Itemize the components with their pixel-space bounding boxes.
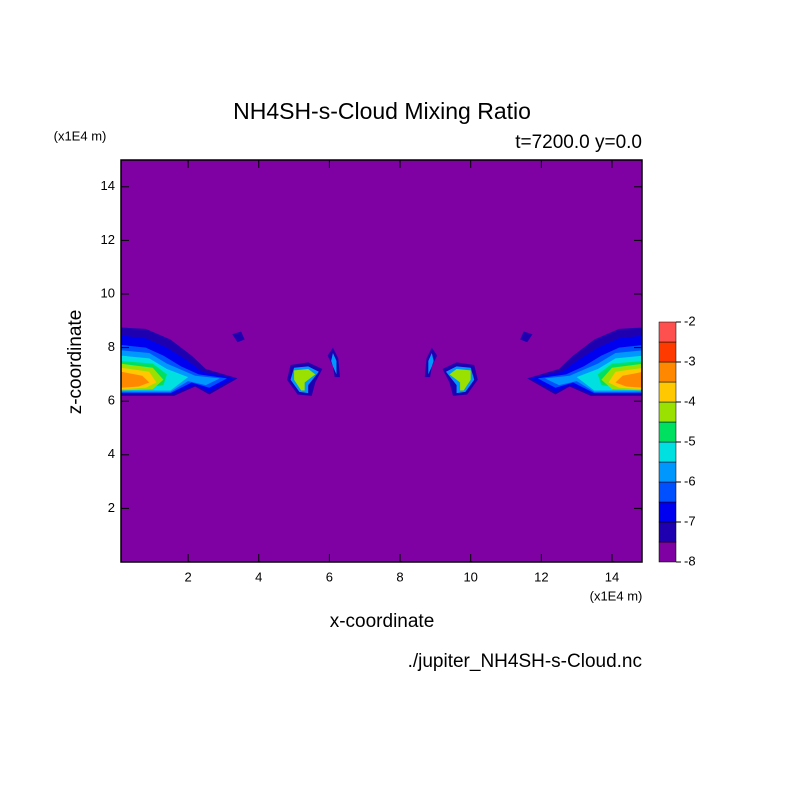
y-tick-label: 4	[108, 446, 115, 461]
colorbar-tick-label: -8	[684, 553, 696, 568]
y-tick-label: 12	[101, 232, 115, 247]
colorbar-swatch	[658, 421, 677, 443]
chart-subtitle: t=7200.0 y=0.0	[515, 132, 642, 153]
axes: 2 4 6 8 10 12 14 2 4 6 8 10 12 14 -2 -3 -4 -5 -6 -7 -8	[101, 159, 696, 584]
x-tick-label: 6	[326, 569, 333, 584]
y-tick-label: 14	[101, 178, 115, 193]
colorbar-swatch	[658, 521, 677, 543]
footer: ./jupiter_NH4SH-s-Cloud.nc	[408, 651, 642, 672]
contour-region	[520, 331, 533, 343]
colorbar-tick-label: -4	[684, 393, 696, 408]
colorbar-tick-label: -3	[684, 353, 696, 368]
y-axis-label: z-coordinate	[65, 310, 86, 415]
plot-frame	[120, 159, 643, 563]
colorbar-swatch	[658, 341, 677, 363]
y-tick-label: 10	[101, 285, 115, 300]
y-tick-label: 8	[108, 339, 115, 354]
x-unit: (x1E4 m)	[590, 588, 643, 603]
background-field	[121, 160, 642, 562]
colorbar-swatch	[658, 381, 677, 403]
colorbar-swatch	[658, 481, 677, 503]
colorbar-tick-label: -5	[684, 433, 696, 448]
x-tick-label: 4	[255, 569, 262, 584]
x-tick-label: 2	[184, 569, 191, 584]
x-tick-label: 12	[534, 569, 548, 584]
colorbar-swatch	[658, 441, 677, 463]
colorbar-swatch	[658, 541, 677, 563]
plot-area	[121, 160, 642, 562]
colorbar-swatch	[658, 461, 677, 483]
contour-region	[331, 352, 337, 375]
contour-region	[294, 369, 316, 391]
y-unit: (x1E4 m)	[54, 128, 107, 143]
y-tick-label: 6	[108, 393, 115, 408]
colorbar-swatch	[658, 361, 677, 383]
x-tick-label: 8	[396, 569, 403, 584]
colorbar-swatch	[658, 401, 677, 423]
colorbar-swatch	[658, 321, 677, 343]
contour-region	[121, 371, 150, 388]
contour-region	[449, 369, 471, 391]
colorbar-swatch	[658, 501, 677, 523]
x-tick-label: 10	[463, 569, 477, 584]
contour-region	[428, 352, 434, 375]
colorbar-tick-label: -2	[684, 313, 696, 328]
colorbar-tick-label: -6	[684, 473, 696, 488]
contour-region	[615, 372, 642, 388]
colorbar-tick-label: -7	[684, 513, 696, 528]
contour-region	[232, 331, 245, 343]
x-tick-label: 14	[605, 569, 619, 584]
x-axis-label: x-coordinate	[330, 611, 435, 632]
y-tick-label: 2	[108, 500, 115, 515]
chart-title: NH4SH-s-Cloud Mixing Ratio	[233, 98, 531, 124]
